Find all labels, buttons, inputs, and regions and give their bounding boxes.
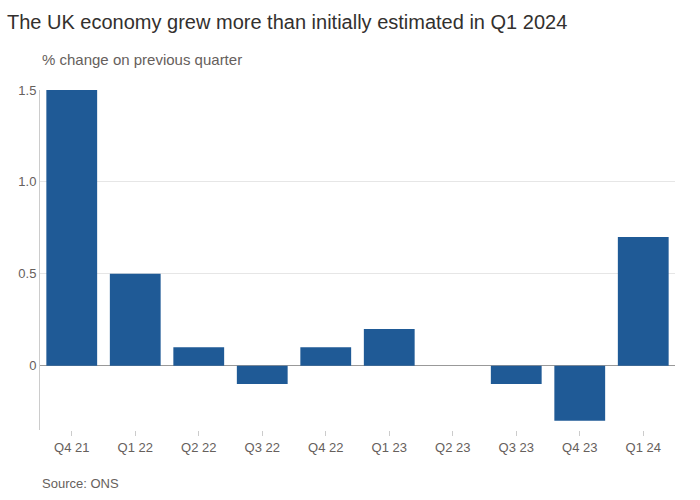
svg-text:Q4 21: Q4 21 xyxy=(54,440,89,455)
svg-text:Q2 22: Q2 22 xyxy=(181,440,216,455)
svg-text:Q3 22: Q3 22 xyxy=(245,440,280,455)
svg-text:Q4 22: Q4 22 xyxy=(308,440,343,455)
svg-text:1.5: 1.5 xyxy=(18,83,36,98)
svg-text:Q1 24: Q1 24 xyxy=(626,440,661,455)
svg-text:% change on previous quarter: % change on previous quarter xyxy=(42,51,242,68)
svg-text:0.5: 0.5 xyxy=(18,266,36,281)
svg-text:The UK economy grew more than: The UK economy grew more than initially … xyxy=(7,11,567,33)
svg-text:Q4 23: Q4 23 xyxy=(562,440,597,455)
svg-text:0: 0 xyxy=(29,358,36,373)
svg-text:1.0: 1.0 xyxy=(18,174,36,189)
svg-text:Q1 23: Q1 23 xyxy=(372,440,407,455)
svg-text:Q3 23: Q3 23 xyxy=(499,440,534,455)
svg-text:Source: ONS: Source: ONS xyxy=(42,476,119,491)
svg-text:Q2 23: Q2 23 xyxy=(435,440,470,455)
svg-text:Q1 22: Q1 22 xyxy=(118,440,153,455)
